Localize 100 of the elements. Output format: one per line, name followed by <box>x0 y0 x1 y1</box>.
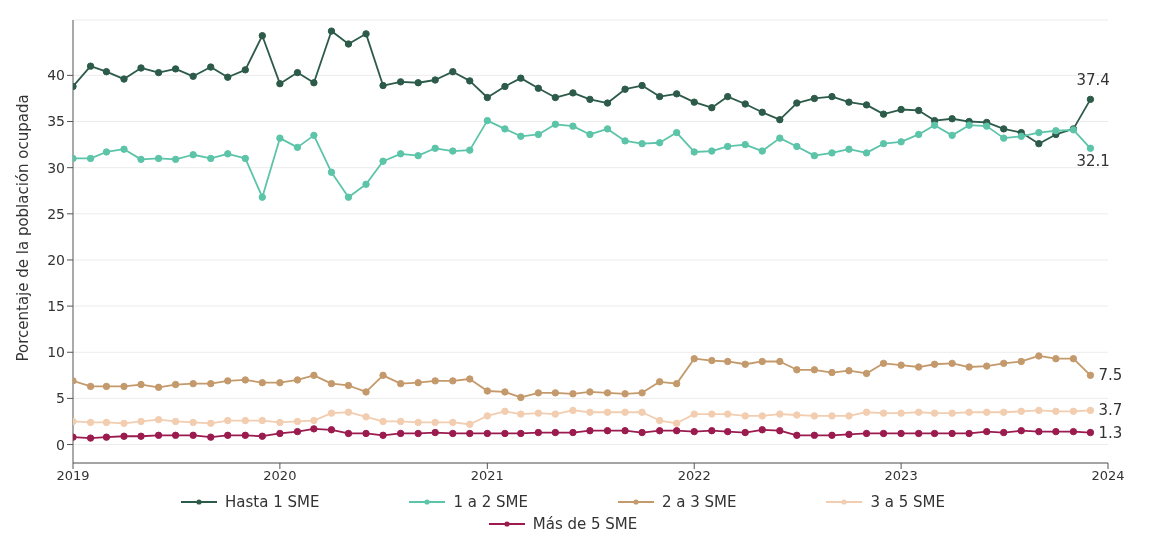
point <box>189 379 197 388</box>
point <box>621 137 629 145</box>
point <box>621 427 629 435</box>
point <box>638 81 646 90</box>
point <box>1052 427 1060 436</box>
point <box>810 431 819 440</box>
point <box>362 30 370 38</box>
point <box>655 416 664 425</box>
point <box>723 357 732 366</box>
point <box>1000 408 1008 416</box>
point <box>258 31 267 40</box>
point <box>621 85 629 93</box>
point <box>1069 355 1078 363</box>
point <box>758 357 766 366</box>
point <box>396 417 405 426</box>
point <box>310 131 318 140</box>
point <box>690 427 698 436</box>
point <box>517 429 525 438</box>
point <box>344 40 353 48</box>
data-label: 3.7 <box>1098 401 1123 420</box>
point <box>189 72 197 80</box>
point <box>879 110 888 118</box>
point <box>708 103 716 112</box>
point <box>586 408 594 416</box>
point <box>828 92 836 101</box>
point <box>1086 406 1095 415</box>
point <box>86 434 95 442</box>
data-label: 7.5 <box>1098 366 1123 385</box>
point <box>241 416 250 425</box>
point <box>708 356 716 365</box>
point <box>171 417 180 426</box>
point <box>793 431 801 440</box>
point <box>293 427 302 436</box>
point <box>741 140 749 149</box>
x-tick-label: 2024 <box>1091 468 1125 484</box>
point <box>828 431 836 440</box>
point <box>241 376 250 384</box>
point <box>137 417 145 426</box>
point <box>948 409 956 417</box>
point <box>983 362 991 370</box>
point <box>914 408 923 416</box>
point <box>171 155 180 164</box>
point <box>603 427 612 435</box>
point <box>862 101 871 109</box>
point <box>1052 355 1060 363</box>
point <box>102 433 111 441</box>
y-tick-label: 20 <box>47 251 65 268</box>
point <box>449 418 457 427</box>
point <box>586 130 594 139</box>
point <box>741 428 749 437</box>
y-tick-label: 15 <box>47 298 65 315</box>
point <box>914 363 923 371</box>
y-tick-label: 30 <box>47 159 65 176</box>
legend-label: 1 a 2 SME <box>452 493 528 511</box>
point <box>758 108 766 116</box>
point <box>102 382 111 391</box>
point <box>603 99 612 107</box>
point <box>862 149 871 157</box>
point <box>758 426 766 434</box>
point <box>327 27 336 35</box>
y-tick-label: 10 <box>47 344 65 361</box>
point <box>690 410 698 418</box>
point <box>362 429 370 438</box>
point <box>86 418 95 427</box>
point <box>1017 357 1025 366</box>
point <box>310 79 318 87</box>
point <box>965 408 973 416</box>
point <box>189 151 197 159</box>
point <box>1035 406 1043 415</box>
point <box>690 148 698 156</box>
point <box>948 359 956 368</box>
point <box>897 105 905 114</box>
point <box>708 410 716 418</box>
point <box>983 427 991 436</box>
point <box>1035 352 1043 360</box>
point <box>396 150 405 158</box>
point <box>930 121 939 129</box>
data-label: 1.3 <box>1098 423 1123 442</box>
point <box>723 410 732 418</box>
point <box>414 429 422 438</box>
point <box>914 429 923 438</box>
point <box>672 379 681 388</box>
point <box>431 418 439 427</box>
point <box>414 379 422 387</box>
point <box>207 419 215 428</box>
point <box>1017 407 1025 416</box>
point <box>586 388 594 396</box>
point <box>120 75 128 83</box>
point <box>708 147 716 155</box>
point <box>1035 139 1043 148</box>
point <box>723 92 732 101</box>
y-tick-label: 25 <box>47 205 65 222</box>
point <box>120 419 128 428</box>
point <box>414 151 422 160</box>
point <box>344 381 353 390</box>
point <box>655 92 664 101</box>
point <box>741 360 749 368</box>
point <box>154 154 163 163</box>
point <box>983 408 991 416</box>
point <box>948 429 956 438</box>
